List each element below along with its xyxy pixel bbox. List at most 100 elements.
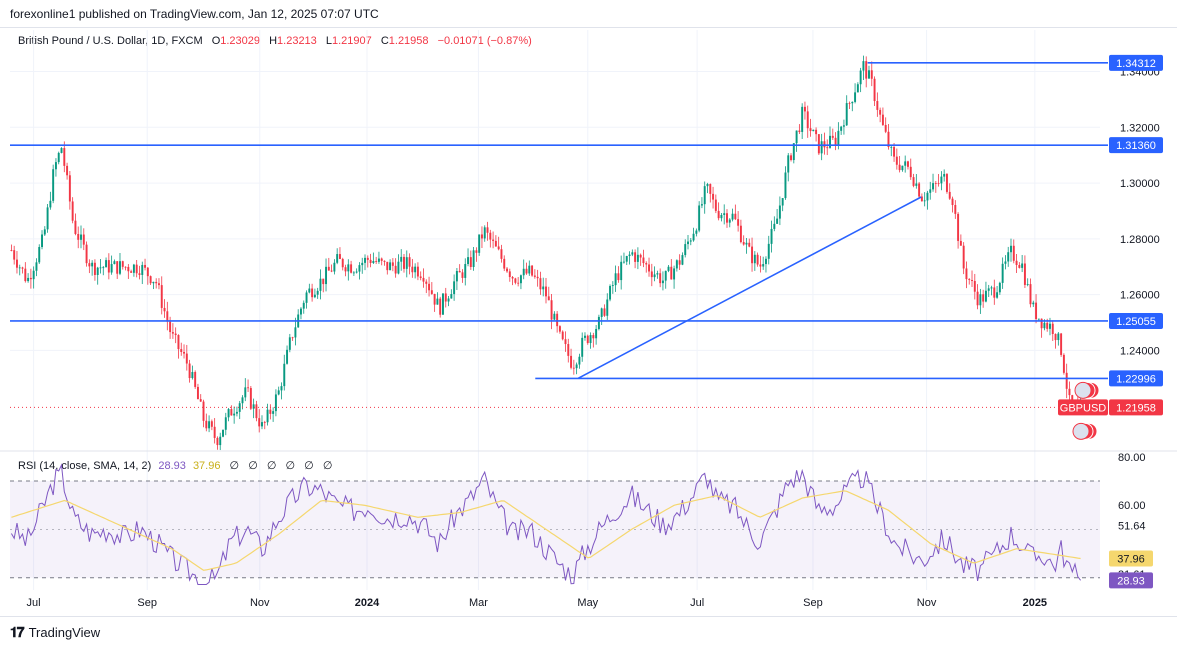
candle-body xyxy=(291,337,294,339)
candle-body xyxy=(862,61,865,71)
time-tick-label-3: 2024 xyxy=(355,597,380,609)
candle-body xyxy=(859,70,862,85)
low-label: L xyxy=(325,35,332,47)
candle-body xyxy=(336,254,339,263)
close-label: C xyxy=(380,35,389,47)
candle-body xyxy=(948,191,951,199)
candle-body xyxy=(823,141,826,148)
rsi-value-label-bg xyxy=(1109,572,1153,589)
candle-body xyxy=(436,298,439,305)
candle-body xyxy=(358,265,361,272)
candle-body xyxy=(979,294,982,306)
candle-body xyxy=(720,214,723,219)
close-value: 1.21958 xyxy=(388,35,429,47)
candle-body xyxy=(442,293,444,315)
price-tick-label-3: 1.30000 xyxy=(1120,178,1160,190)
candle-body xyxy=(787,155,790,173)
candle-body xyxy=(575,364,578,369)
candle-body xyxy=(795,130,798,144)
trendline[interactable] xyxy=(577,196,922,379)
candle-body xyxy=(183,351,186,354)
candle-body xyxy=(338,254,341,259)
candle-body xyxy=(826,147,829,149)
candle-body xyxy=(734,213,737,220)
candle-body xyxy=(564,339,567,345)
candle-body xyxy=(210,421,213,427)
candle-body xyxy=(990,287,993,289)
candle-body xyxy=(692,233,695,241)
candle-body xyxy=(806,111,809,129)
candle-body xyxy=(770,228,773,244)
candle-body xyxy=(194,372,197,387)
candle-body xyxy=(1012,245,1015,261)
candle-body xyxy=(904,161,907,166)
placeholder-5: ∅ xyxy=(304,460,314,472)
rsi-line xyxy=(10,463,1081,585)
candle-body xyxy=(24,268,27,282)
candle-body xyxy=(272,411,275,414)
candle-body xyxy=(695,230,698,234)
candle-body xyxy=(93,262,96,275)
candle-body xyxy=(842,125,845,127)
candle-body xyxy=(684,244,687,256)
candle-body xyxy=(993,287,996,298)
chart-canvas[interactable]: 1.240001.260001.280001.300001.320001.340… xyxy=(0,0,1177,615)
candle-body xyxy=(592,335,595,339)
candle-body xyxy=(879,109,882,115)
candle-body xyxy=(709,184,712,194)
candle-body xyxy=(397,261,400,274)
candle-body xyxy=(856,84,859,93)
candle-body xyxy=(611,285,614,287)
candle-body xyxy=(698,205,701,231)
candle-body xyxy=(812,129,815,132)
candle-body xyxy=(1051,323,1054,334)
candle-body xyxy=(834,137,837,145)
candle-body xyxy=(1026,284,1029,285)
rsi-title[interactable]: RSI (14, close, SMA, 14, 2) xyxy=(18,460,152,472)
last-price-label: 1.21958 xyxy=(1116,402,1156,414)
candle-body xyxy=(650,271,653,278)
candle-body xyxy=(1054,333,1057,341)
rsi-value-label: 28.93 xyxy=(1117,575,1145,587)
candle-body xyxy=(247,387,250,389)
candle-body xyxy=(561,331,564,340)
candle-body xyxy=(815,129,818,135)
candle-body xyxy=(1060,333,1063,355)
candle-body xyxy=(191,372,194,379)
candle-body xyxy=(631,252,634,255)
candle-body xyxy=(756,254,759,265)
rsi-legend-sma: 37.96 xyxy=(192,460,221,472)
tradingview-logo-icon[interactable]: 𝟏𝟕 xyxy=(10,624,25,640)
candle-body xyxy=(976,291,979,306)
symbol-title[interactable]: British Pound / U.S. Dollar, 1D, FXCM xyxy=(18,35,203,47)
candle-body xyxy=(458,270,461,273)
candle-body xyxy=(753,254,756,264)
candle-body xyxy=(327,266,330,271)
event-flag-icon-f1[interactable] xyxy=(1072,422,1090,440)
candle-body xyxy=(238,403,241,412)
candle-body xyxy=(959,240,962,246)
candle-body xyxy=(99,267,102,269)
candle-body xyxy=(252,404,255,409)
rsi-sma-line xyxy=(11,490,1081,571)
candle-body xyxy=(848,103,851,104)
candle-body xyxy=(308,288,311,293)
candle-body xyxy=(330,270,333,272)
candle-body xyxy=(21,267,24,269)
candle-body xyxy=(909,166,912,178)
candle-body xyxy=(745,242,748,245)
candle-body xyxy=(1049,323,1051,329)
footer-brand[interactable]: TradingView xyxy=(28,625,101,640)
candle-body xyxy=(642,257,645,264)
candle-body xyxy=(71,201,74,221)
candle-body xyxy=(829,135,831,148)
candle-body xyxy=(497,246,500,250)
candle-body xyxy=(375,261,378,262)
event-flag-icon-f0[interactable] xyxy=(1074,381,1092,399)
footer: 𝟏𝟕 TradingView xyxy=(10,624,100,641)
candle-body xyxy=(887,131,890,148)
candle-body xyxy=(514,278,517,283)
symbol-tag[interactable]: GBPUSD xyxy=(1060,402,1107,414)
candle-body xyxy=(74,220,77,234)
time-tick-label-4: Mar xyxy=(469,597,488,609)
